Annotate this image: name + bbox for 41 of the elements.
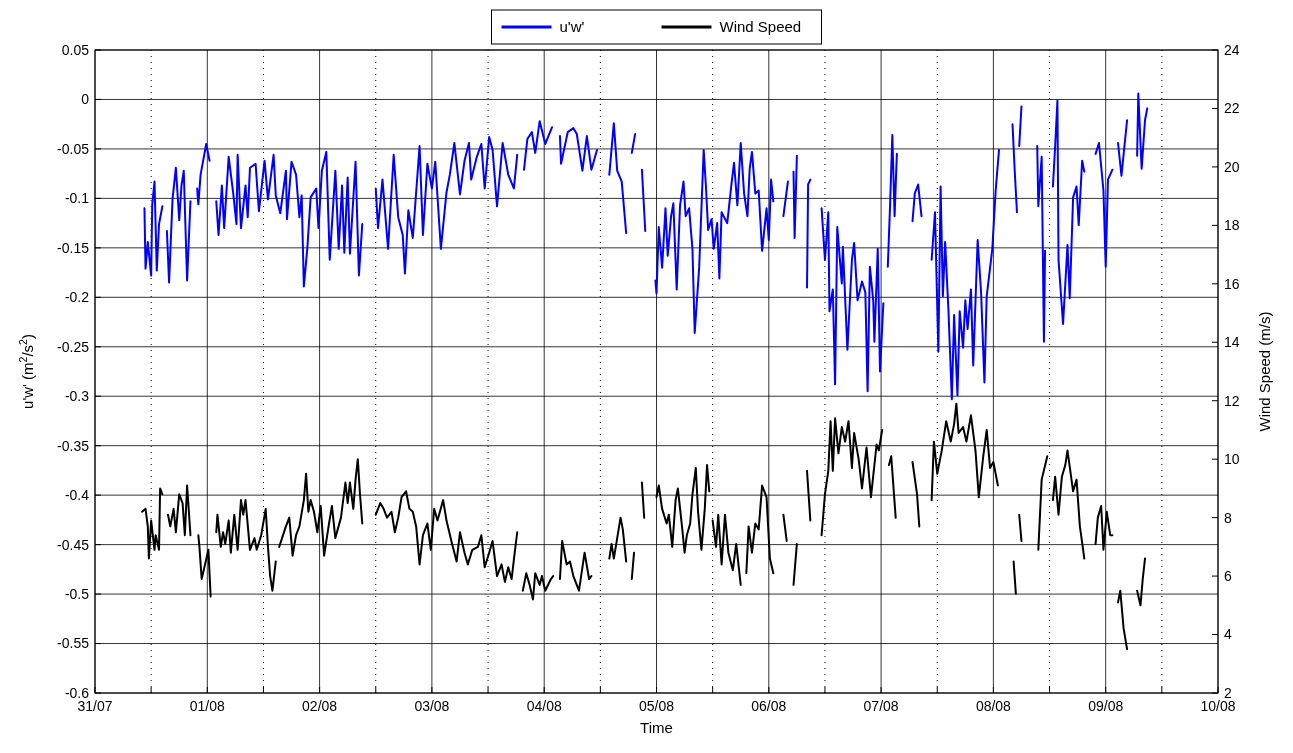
x-tick-label: 07/08: [863, 698, 899, 714]
x-tick-label: 01/08: [189, 698, 226, 714]
y-tick-label: -0.55: [57, 635, 90, 652]
legend-label: Wind Speed: [719, 18, 802, 36]
y-tick-label: -0.5: [64, 585, 90, 602]
y2-tick-label: 20: [1224, 158, 1240, 175]
x-tick-label: 31/07: [77, 698, 113, 714]
x-tick-label: 04/08: [526, 698, 562, 714]
y-tick-label: -0.3: [64, 388, 90, 405]
y2-tick-label: 16: [1224, 275, 1240, 292]
x-tick-label: 08/08: [975, 698, 1012, 714]
y2-tick-label: 2: [1224, 684, 1232, 701]
y-tick-label: -0.2: [64, 289, 90, 306]
x-tick-label: 02/08: [302, 698, 338, 714]
y-tick-label: 0.05: [61, 41, 90, 58]
y2-tick-label: 24: [1224, 41, 1240, 58]
y-tick-label: -0.35: [57, 437, 90, 454]
x-axis-title: Time: [640, 719, 673, 736]
y2-tick-label: 18: [1224, 217, 1240, 234]
y-tick-label: -0.6: [64, 684, 90, 701]
x-tick-label: 09/08: [1088, 698, 1124, 714]
y-tick-label: -0.15: [57, 239, 90, 256]
y2-tick-label: 4: [1224, 626, 1232, 643]
legend-label: u'w': [559, 18, 585, 36]
y2-tick-label: 6: [1224, 567, 1232, 584]
y-tick-label: -0.45: [57, 536, 90, 553]
y2-axis-title: Wind Speed (m/s): [1256, 311, 1273, 432]
y-tick-label: -0.4: [64, 487, 90, 504]
y2-tick-label: 14: [1224, 334, 1240, 351]
y-tick-label: -0.25: [57, 338, 90, 355]
y2-tick-label: 10: [1224, 451, 1240, 468]
x-tick-label: 03/08: [414, 698, 450, 714]
y2-tick-label: 8: [1224, 509, 1232, 526]
x-tick-label: 10/08: [1200, 698, 1236, 714]
y-tick-label: -0.05: [57, 140, 90, 157]
y2-tick-label: 22: [1224, 100, 1240, 117]
y2-tick-label: 12: [1224, 392, 1240, 409]
y-tick-label: -0.1: [64, 190, 90, 207]
x-tick-label: 06/08: [751, 698, 787, 714]
x-tick-label: 05/08: [638, 698, 675, 714]
y-tick-label: 0: [81, 91, 90, 108]
